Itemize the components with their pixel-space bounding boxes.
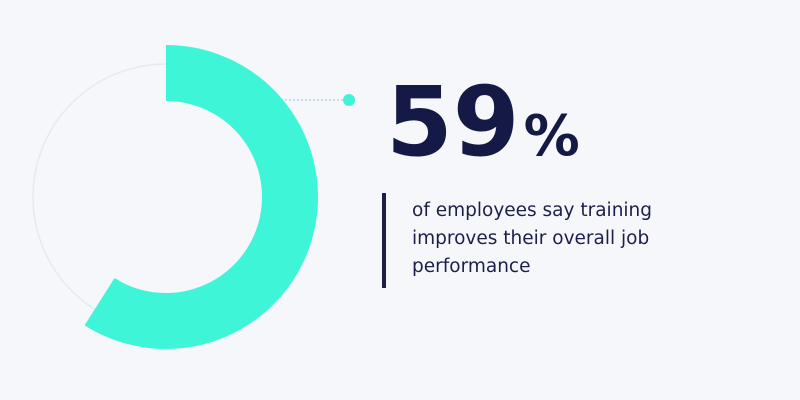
leader-dot [343,94,355,106]
value-label: 59% [386,66,580,178]
caption-line: performance [412,256,530,277]
caption-line: of employees say training [412,200,652,221]
donut-segment [84,45,319,350]
accent-bar [382,193,386,288]
caption-line: improves their overall job [412,228,649,249]
